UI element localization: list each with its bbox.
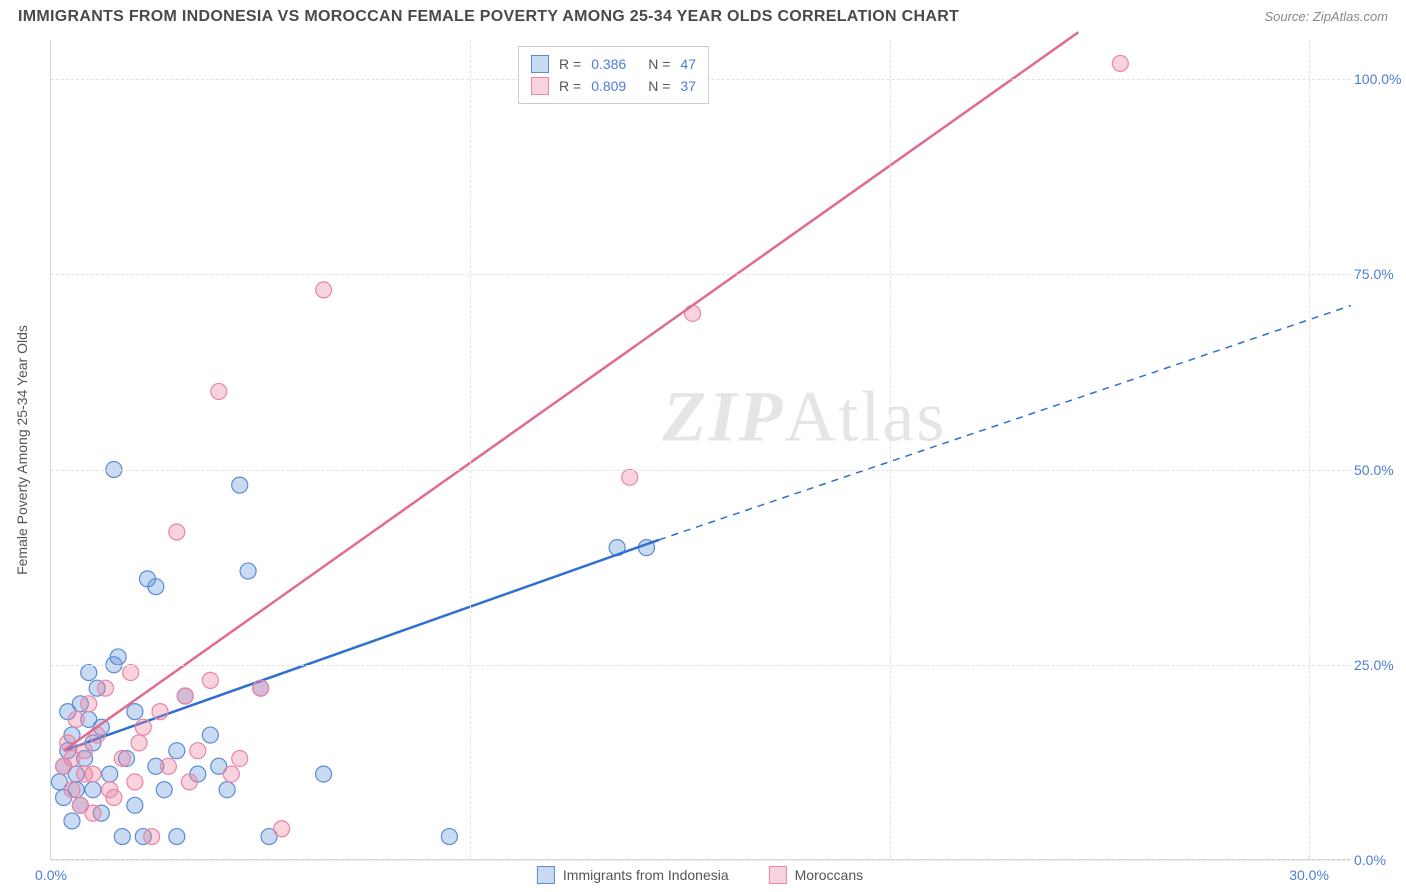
- scatter-point: [169, 524, 185, 540]
- legend-swatch: [531, 55, 549, 73]
- legend-n-value: 47: [680, 56, 696, 72]
- scatter-point: [181, 774, 197, 790]
- grid-line-v: [1309, 40, 1310, 859]
- scatter-point: [127, 704, 143, 720]
- series-legend: Immigrants from Indonesia Moroccans: [537, 866, 863, 884]
- scatter-point: [622, 469, 638, 485]
- correlation-legend: R = 0.386 N = 47 R = 0.809 N = 37: [518, 46, 709, 104]
- scatter-point: [211, 383, 227, 399]
- legend-label: Moroccans: [795, 867, 863, 883]
- legend-n-label: N =: [648, 78, 670, 94]
- x-tick-label: 30.0%: [1289, 867, 1329, 883]
- legend-r-value: 0.386: [591, 56, 626, 72]
- scatter-point: [177, 688, 193, 704]
- y-axis-label: Female Poverty Among 25-34 Year Olds: [14, 325, 30, 575]
- scatter-point: [169, 743, 185, 759]
- y-tick-label: 100.0%: [1354, 71, 1406, 87]
- scatter-point: [202, 672, 218, 688]
- legend-row: R = 0.386 N = 47: [531, 53, 696, 75]
- scatter-point: [123, 665, 139, 681]
- chart-svg: [51, 40, 1351, 860]
- grid-line-h: [51, 274, 1350, 275]
- scatter-point: [144, 829, 160, 845]
- legend-row: R = 0.809 N = 37: [531, 75, 696, 97]
- legend-swatch: [537, 866, 555, 884]
- scatter-point: [102, 782, 118, 798]
- scatter-point: [102, 766, 118, 782]
- legend-item: Immigrants from Indonesia: [537, 866, 729, 884]
- x-tick-label: 0.0%: [35, 867, 67, 883]
- scatter-point: [160, 758, 176, 774]
- scatter-point: [127, 797, 143, 813]
- y-tick-label: 0.0%: [1354, 852, 1406, 868]
- scatter-point: [114, 750, 130, 766]
- scatter-point: [1112, 55, 1128, 71]
- legend-swatch: [769, 866, 787, 884]
- scatter-point: [685, 305, 701, 321]
- legend-r-label: R =: [559, 56, 581, 72]
- source-label: Source: ZipAtlas.com: [1264, 9, 1388, 24]
- scatter-point: [152, 704, 168, 720]
- scatter-point: [98, 680, 114, 696]
- scatter-point: [148, 579, 164, 595]
- scatter-point: [240, 563, 256, 579]
- scatter-point: [202, 727, 218, 743]
- scatter-point: [274, 821, 290, 837]
- legend-swatch: [531, 77, 549, 95]
- regression-line-dashed: [659, 306, 1351, 540]
- scatter-point: [131, 735, 147, 751]
- scatter-point: [316, 282, 332, 298]
- scatter-point: [135, 719, 151, 735]
- y-tick-label: 50.0%: [1354, 462, 1406, 478]
- scatter-point: [253, 680, 269, 696]
- scatter-point: [219, 782, 235, 798]
- scatter-point: [232, 477, 248, 493]
- scatter-point: [156, 782, 172, 798]
- scatter-point: [77, 766, 93, 782]
- regression-line: [64, 540, 659, 751]
- grid-line-v: [470, 40, 471, 859]
- scatter-point: [441, 829, 457, 845]
- legend-label: Immigrants from Indonesia: [563, 867, 729, 883]
- y-tick-label: 25.0%: [1354, 657, 1406, 673]
- scatter-point: [127, 774, 143, 790]
- grid-line-v: [890, 40, 891, 859]
- legend-n-value: 37: [680, 78, 696, 94]
- chart-header: IMMIGRANTS FROM INDONESIA VS MOROCCAN FE…: [0, 0, 1406, 30]
- scatter-point: [68, 711, 84, 727]
- legend-n-label: N =: [648, 56, 670, 72]
- scatter-point: [64, 750, 80, 766]
- scatter-point: [169, 829, 185, 845]
- plot-area: ZIPAtlas 0.0%25.0%50.0%75.0%100.0%0.0%30…: [50, 40, 1350, 860]
- scatter-point: [64, 813, 80, 829]
- chart-title: IMMIGRANTS FROM INDONESIA VS MOROCCAN FE…: [18, 8, 959, 26]
- y-tick-label: 75.0%: [1354, 266, 1406, 282]
- plot-wrapper: Female Poverty Among 25-34 Year Olds ZIP…: [50, 40, 1350, 860]
- scatter-point: [85, 805, 101, 821]
- scatter-point: [81, 665, 97, 681]
- grid-line-h: [51, 665, 1350, 666]
- legend-item: Moroccans: [769, 866, 863, 884]
- legend-r-value: 0.809: [591, 78, 626, 94]
- scatter-point: [85, 782, 101, 798]
- scatter-point: [114, 829, 130, 845]
- scatter-point: [232, 750, 248, 766]
- scatter-point: [81, 696, 97, 712]
- grid-line-h: [51, 860, 1350, 861]
- grid-line-h: [51, 470, 1350, 471]
- legend-r-label: R =: [559, 78, 581, 94]
- scatter-point: [190, 743, 206, 759]
- scatter-point: [110, 649, 126, 665]
- scatter-point: [64, 782, 80, 798]
- scatter-point: [223, 766, 239, 782]
- scatter-point: [316, 766, 332, 782]
